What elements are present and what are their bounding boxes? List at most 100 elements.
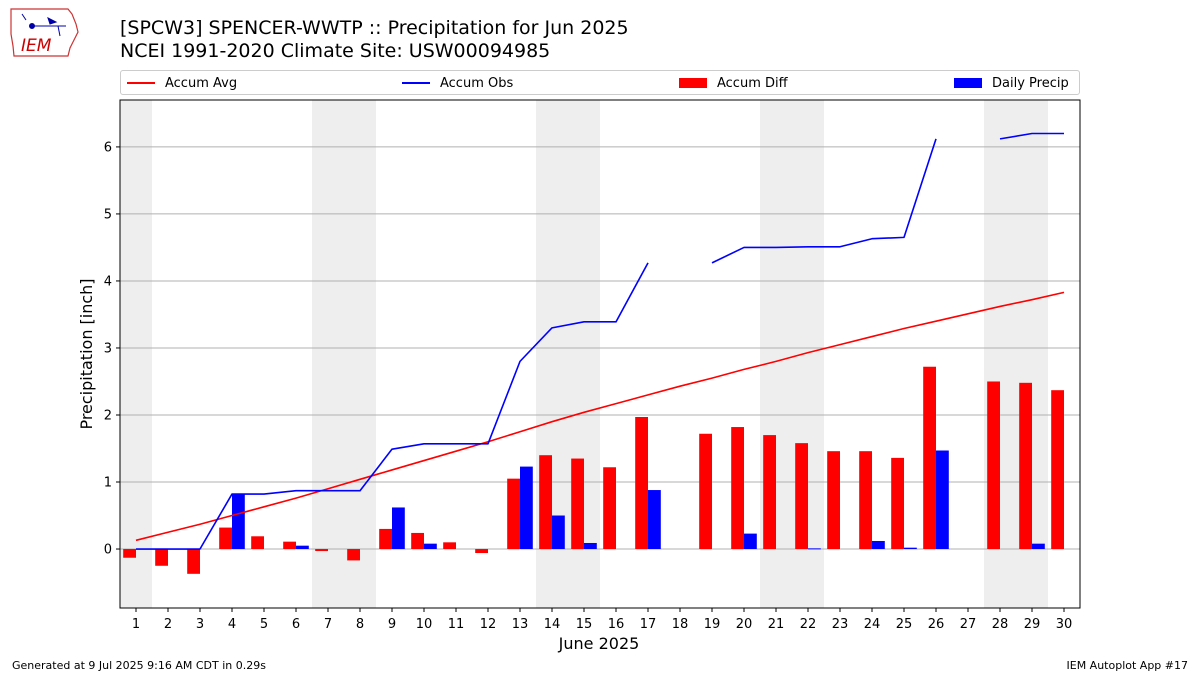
accum-diff-bar	[891, 457, 904, 550]
accum-diff-bar	[571, 458, 584, 550]
legend-item-accum-avg: Accum Avg	[127, 75, 237, 91]
accum-diff-bar	[219, 527, 232, 550]
legend-label-accum-avg: Accum Avg	[165, 75, 238, 91]
weekend-shade	[120, 100, 152, 608]
accum-diff-bar	[699, 433, 712, 550]
daily-precip-bar	[744, 533, 757, 550]
legend: Accum Avg Accum Obs Accum Diff Daily Pre…	[120, 70, 1080, 95]
accum-diff-bar	[987, 381, 1000, 550]
accum-diff-bar	[507, 478, 520, 550]
legend-swatch-accum-obs	[402, 82, 430, 84]
x-tick-label: 27	[960, 617, 977, 632]
accum-diff-bar	[379, 528, 392, 550]
x-tick-label: 2	[164, 617, 172, 632]
x-tick-label: 9	[388, 617, 396, 632]
daily-precip-bar	[520, 466, 533, 550]
accum-diff-bar	[539, 455, 552, 550]
x-tick-label: 14	[544, 617, 561, 632]
x-tick-label: 11	[448, 617, 465, 632]
accum-obs-line	[999, 132, 1064, 140]
x-tick-label: 23	[832, 617, 849, 632]
y-tick-label: 4	[104, 274, 112, 289]
x-tick-label: 29	[1024, 617, 1041, 632]
x-tick-label: 12	[480, 617, 497, 632]
daily-precip-bar	[808, 548, 821, 550]
legend-label-accum-diff: Accum Diff	[717, 75, 788, 91]
x-axis-label: June 2025	[558, 634, 640, 653]
legend-swatch-accum-diff	[679, 78, 707, 88]
y-tick-label: 2	[104, 408, 112, 423]
accum-avg-line	[135, 291, 1065, 542]
daily-precip-bar	[872, 540, 885, 550]
daily-precip-bar	[424, 543, 437, 550]
y-tick-label: 6	[104, 140, 112, 155]
x-tick-label: 21	[768, 617, 785, 632]
x-tick-label: 28	[992, 617, 1009, 632]
daily-precip-bar	[584, 542, 597, 550]
y-axis-label: Precipitation [inch]	[77, 278, 96, 429]
x-tick-label: 6	[292, 617, 300, 632]
x-tick-label: 30	[1056, 617, 1073, 632]
accum-diff-bar	[283, 541, 296, 550]
x-tick-label: 17	[640, 617, 657, 632]
app-credit: IEM Autoplot App #17	[1066, 659, 1189, 672]
x-tick-label: 24	[864, 617, 881, 632]
legend-item-daily-precip: Daily Precip	[954, 75, 1069, 91]
accum-diff-bar	[827, 451, 840, 550]
accum-diff-bar	[859, 451, 872, 550]
accum-diff-bar	[123, 549, 136, 558]
daily-precip-bar	[552, 515, 565, 550]
x-tick-label: 13	[512, 617, 529, 632]
accum-diff-bar	[923, 366, 936, 550]
x-tick-label: 4	[228, 617, 236, 632]
x-tick-label: 26	[928, 617, 945, 632]
accum-diff-bar	[635, 416, 648, 550]
daily-precip-bar	[1032, 543, 1045, 550]
x-tick-label: 16	[608, 617, 625, 632]
daily-precip-bar	[648, 490, 661, 550]
accum-diff-bar	[763, 435, 776, 550]
legend-label-daily-precip: Daily Precip	[992, 75, 1069, 91]
x-tick-label: 25	[896, 617, 913, 632]
daily-precip-bar	[936, 450, 949, 550]
accum-obs-line	[711, 138, 937, 264]
chart-subtitle: NCEI 1991-2020 Climate Site: USW00094985	[120, 40, 551, 62]
x-tick-label: 7	[324, 617, 332, 632]
legend-swatch-accum-avg	[127, 82, 155, 84]
accum-diff-bar	[411, 532, 424, 550]
accum-diff-bar	[347, 549, 360, 561]
accum-diff-bar	[731, 427, 744, 550]
daily-precip-bar	[296, 545, 309, 550]
daily-precip-bar	[392, 507, 405, 550]
legend-item-accum-diff: Accum Diff	[679, 75, 788, 91]
x-tick-label: 20	[736, 617, 753, 632]
y-tick-label: 0	[104, 543, 112, 558]
legend-label-accum-obs: Accum Obs	[440, 75, 514, 91]
x-tick-label: 8	[356, 617, 364, 632]
accum-diff-bar	[1051, 390, 1064, 550]
x-tick-label: 3	[196, 617, 204, 632]
weather-station-icon	[21, 13, 66, 37]
accum-diff-bar	[187, 549, 200, 574]
x-tick-label: 18	[672, 617, 689, 632]
daily-precip-bar	[232, 494, 245, 550]
iem-logo: IEM	[10, 8, 79, 57]
x-tick-label: 22	[800, 617, 817, 632]
accum-diff-bar	[475, 549, 488, 554]
chart-title: [SPCW3] SPENCER-WWTP :: Precipitation fo…	[120, 17, 629, 39]
accum-diff-bar	[443, 542, 456, 550]
accum-diff-bar	[155, 549, 168, 566]
x-tick-label: 1	[132, 617, 140, 632]
accum-diff-bar	[315, 549, 328, 552]
accum-diff-bar	[251, 536, 264, 550]
x-tick-label: 10	[416, 617, 433, 632]
x-tick-label: 15	[576, 617, 593, 632]
x-tick-label: 5	[260, 617, 268, 632]
y-tick-label: 5	[104, 207, 112, 222]
accum-diff-bar	[603, 467, 616, 550]
accum-obs-line	[136, 262, 649, 550]
logo-text: IEM	[21, 36, 52, 56]
x-tick-label: 19	[704, 617, 721, 632]
accum-diff-bar	[1019, 382, 1032, 550]
